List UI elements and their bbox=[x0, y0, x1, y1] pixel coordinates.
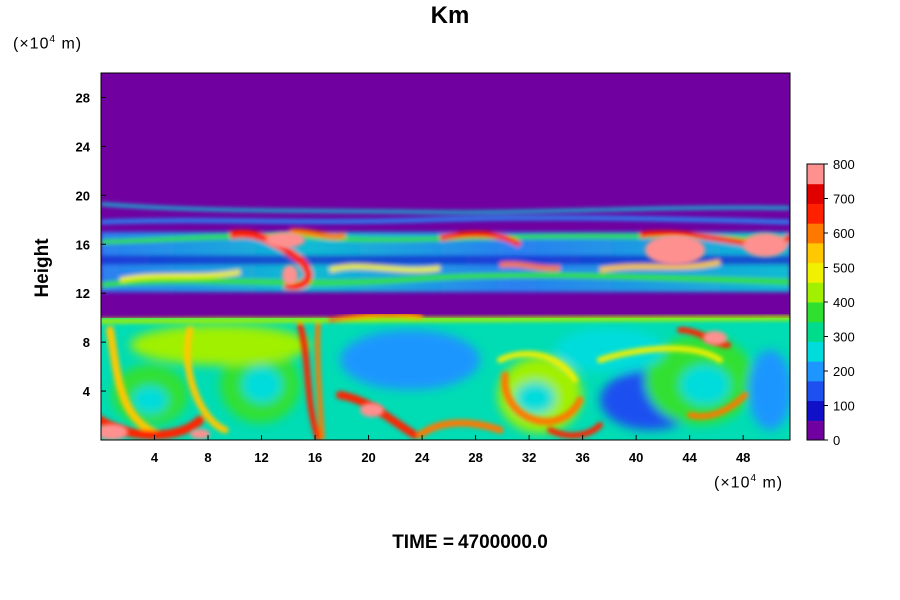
colorbar-tick-label: 500 bbox=[833, 261, 855, 276]
heatmap-field bbox=[101, 73, 790, 440]
colorbar-swatch bbox=[807, 400, 824, 421]
colorbar-swatch bbox=[807, 361, 824, 382]
colorbar-tick-label: 700 bbox=[833, 192, 855, 207]
y-axis-ticks: 4 8 12 16 20 24 28 bbox=[76, 90, 106, 399]
colorbar-swatch bbox=[807, 321, 824, 342]
y-tick-label: 16 bbox=[76, 237, 90, 252]
colorbar-swatch bbox=[807, 242, 824, 264]
x-unit-exponent: 4 bbox=[750, 473, 758, 484]
y-tick-label: 24 bbox=[76, 139, 91, 154]
x-tick-label: 44 bbox=[682, 450, 697, 465]
x-tick-label: 32 bbox=[522, 450, 536, 465]
colorbar-tick-label: 800 bbox=[833, 157, 855, 172]
time-readout: TIME = 4700000.0 bbox=[0, 532, 900, 554]
colorbar-swatch bbox=[807, 223, 824, 244]
x-axis-unit: (×104 m) bbox=[714, 473, 783, 492]
colorbar-swatch bbox=[807, 341, 824, 362]
colorbar bbox=[806, 163, 825, 441]
time-label: TIME = bbox=[392, 532, 454, 553]
y-unit-prefix: (×10 bbox=[13, 35, 50, 53]
x-tick-label: 16 bbox=[308, 450, 322, 465]
x-axis-ticks: 4 8 12 16 20 24 28 32 36 40 44 48 bbox=[151, 435, 750, 465]
x-tick-label: 48 bbox=[736, 450, 750, 465]
upper-layer bbox=[101, 202, 790, 292]
y-tick-label: 8 bbox=[83, 335, 90, 350]
colorbar-swatch bbox=[807, 282, 824, 303]
x-tick-label: 20 bbox=[361, 450, 375, 465]
colorbar-tick-label: 0 bbox=[833, 433, 840, 448]
lower-layer bbox=[101, 311, 790, 440]
plot-frame bbox=[100, 72, 791, 441]
y-tick-label: 12 bbox=[76, 286, 90, 301]
gap-region bbox=[101, 294, 790, 314]
colorbar-swatch bbox=[807, 380, 824, 402]
colorbar-tick-label: 100 bbox=[833, 399, 855, 414]
x-tick-label: 24 bbox=[415, 450, 430, 465]
colorbar-swatch bbox=[807, 183, 824, 204]
colorbar-tick-label: 400 bbox=[833, 295, 855, 310]
colorbar-swatch bbox=[807, 262, 824, 283]
x-tick-label: 36 bbox=[575, 450, 589, 465]
colorbar-swatch bbox=[807, 203, 824, 224]
time-value: 4700000.0 bbox=[457, 532, 548, 553]
y-unit-exponent: 4 bbox=[49, 34, 57, 45]
y-unit-suffix: m) bbox=[56, 35, 83, 53]
x-tick-label: 12 bbox=[254, 450, 268, 465]
x-unit-prefix: (×10 bbox=[714, 474, 751, 492]
y-axis-unit: (×104 m) bbox=[13, 34, 82, 53]
colorbar-tick-label: 200 bbox=[833, 364, 855, 379]
colorbar-ticks: 0 100 200 300 400 500 600 700 800 bbox=[824, 157, 855, 448]
chart-title: Km bbox=[430, 2, 470, 29]
y-tick-label: 28 bbox=[76, 90, 90, 105]
colorbar-tick-label: 600 bbox=[833, 226, 855, 241]
colorbar-tick-label: 300 bbox=[833, 330, 855, 345]
x-tick-label: 40 bbox=[629, 450, 643, 465]
colorbar-swatch bbox=[807, 420, 824, 441]
x-unit-suffix: m) bbox=[757, 474, 784, 492]
y-tick-label: 4 bbox=[83, 384, 91, 399]
colorbar-swatch bbox=[807, 164, 824, 185]
y-tick-label: 20 bbox=[76, 188, 90, 203]
x-tick-label: 4 bbox=[151, 450, 159, 465]
x-tick-label: 8 bbox=[204, 450, 211, 465]
x-tick-label: 28 bbox=[468, 450, 482, 465]
colorbar-swatch bbox=[807, 302, 824, 323]
